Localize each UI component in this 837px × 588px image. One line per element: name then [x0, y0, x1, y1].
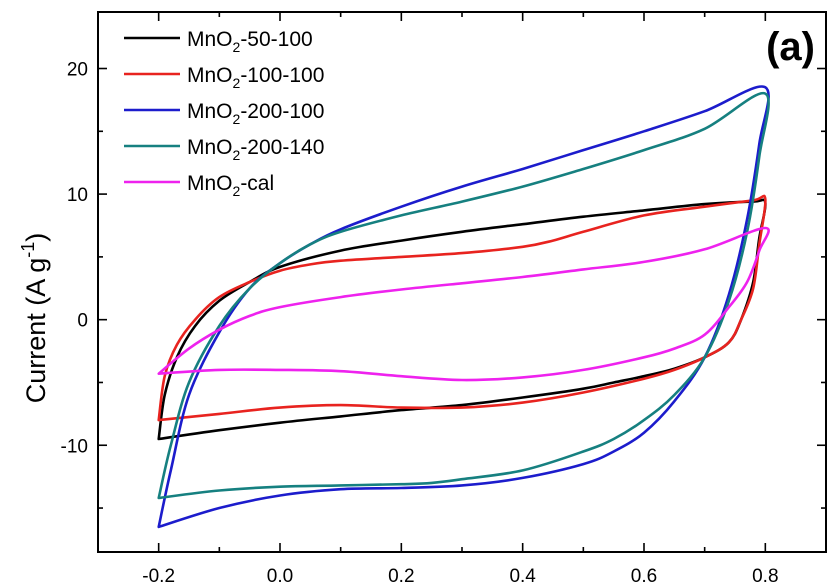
- x-tick-label: 0.2: [388, 566, 414, 587]
- x-tick-label: 0.0: [267, 566, 293, 587]
- y-axis-title-superscript: -1: [18, 242, 38, 258]
- plot-area: [157, 85, 770, 529]
- y-axis-title-close: ): [21, 233, 51, 242]
- y-tick-label: -10: [61, 436, 88, 457]
- panel-label: (a): [766, 25, 815, 69]
- legend-label-3: MnO2-200-100: [187, 100, 324, 127]
- series-line-5: [157, 226, 770, 382]
- axes: -0.2 0.0 0.2 0.4 0.6 0.8 -10 0 10 20: [61, 11, 827, 587]
- x-tick-label: 0.4: [509, 566, 536, 587]
- series-line-2: [157, 194, 767, 422]
- y-tick-label: 10: [67, 185, 88, 206]
- x-tick-label: 0.6: [631, 566, 657, 587]
- legend-label-4: MnO2-200-140: [187, 136, 324, 163]
- y-axis-title-main: Current (A g: [21, 258, 51, 404]
- legend-label-5: MnO2-cal: [187, 172, 274, 199]
- y-tick-label: 0: [77, 311, 88, 332]
- x-tick-label: -0.2: [142, 566, 175, 587]
- y-tick-label: 20: [67, 60, 88, 81]
- legend-label-1: MnO2-50-100: [187, 28, 313, 55]
- series-line-4: [157, 91, 770, 500]
- x-tick-label: 0.8: [752, 566, 778, 587]
- y-axis-title: Current (A g-1): [18, 233, 51, 404]
- legend: MnO2-50-100 MnO2-100-100 MnO2-200-100 MnO2-…: [124, 28, 324, 199]
- legend-label-2: MnO2-100-100: [187, 64, 324, 91]
